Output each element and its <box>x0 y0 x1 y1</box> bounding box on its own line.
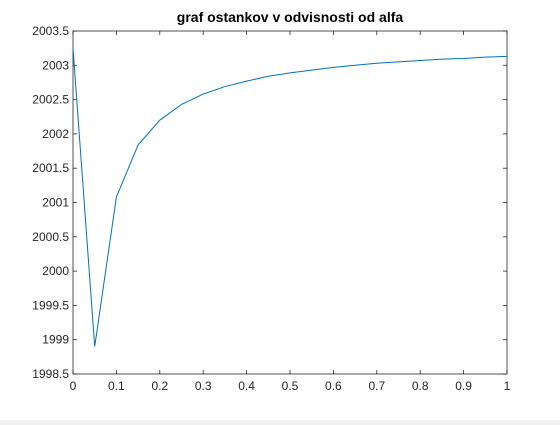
y-tick-label: 1998.5 <box>32 367 69 381</box>
x-tick-label: 0.5 <box>282 379 299 393</box>
x-tick-label: 0.4 <box>238 379 255 393</box>
x-tick-label: 0.3 <box>195 379 212 393</box>
y-tick-label: 1999 <box>42 333 69 347</box>
x-tick-label: 0.7 <box>368 379 385 393</box>
x-tick-label: 0.2 <box>151 379 168 393</box>
x-tick-label: 0 <box>70 379 77 393</box>
y-tick-label: 2002 <box>42 127 69 141</box>
plot-box <box>72 30 508 375</box>
x-tick-label: 0.6 <box>325 379 342 393</box>
y-tick-label: 2000 <box>42 264 69 278</box>
y-tick-label: 2002.5 <box>32 93 69 107</box>
y-tick-label: 2000.5 <box>32 230 69 244</box>
y-tick-label: 2003 <box>42 58 69 72</box>
series-line <box>72 48 508 347</box>
x-tick-label: 0.8 <box>412 379 429 393</box>
x-tick-label: 0.9 <box>455 379 472 393</box>
y-tick-label: 2001.5 <box>32 161 69 175</box>
y-tick-label: 1999.5 <box>32 298 69 312</box>
y-tick-label: 2001 <box>42 196 69 210</box>
x-tick-label: 1 <box>504 379 511 393</box>
y-tick-label: 2003.5 <box>32 24 69 38</box>
chart-title: graf ostankov v odvisnosti od alfa <box>177 9 404 25</box>
x-tick-label: 0.1 <box>108 379 125 393</box>
